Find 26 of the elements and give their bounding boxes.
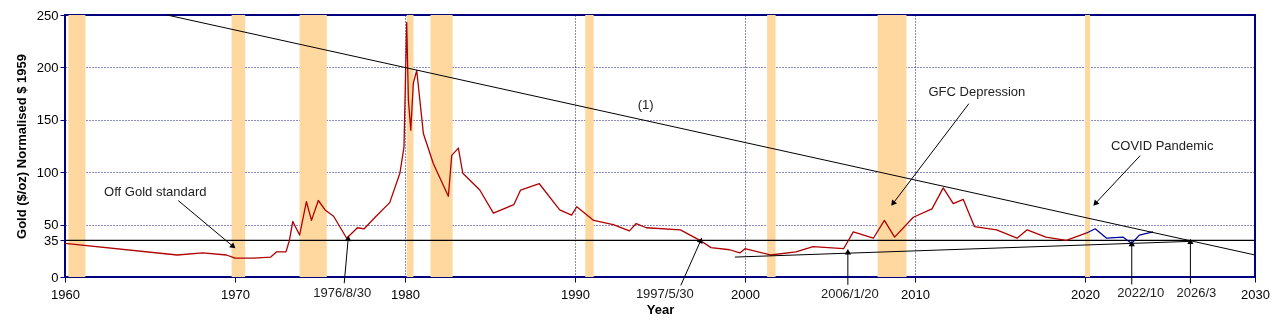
annotation: Off Gold standard [104, 183, 207, 199]
annotation: 2022/10 [1117, 285, 1165, 301]
x-axis-title: Year [646, 301, 675, 317]
annotation: 1976/8/30 [313, 285, 372, 301]
y-tick-label: 0 [51, 269, 59, 285]
annotation: COVID Pandemic [1110, 137, 1214, 153]
y-tick-label: 150 [36, 112, 59, 128]
series-label: (1) [637, 96, 654, 112]
y-tick-label: 250 [36, 7, 59, 23]
annotation: 2026/3 [1176, 285, 1217, 301]
y-tick-label: 200 [36, 59, 59, 75]
annotation: 1997/5/30 [635, 286, 694, 302]
y-tick-label: 35 [44, 232, 59, 248]
x-tick-label: 2030 [1241, 286, 1270, 302]
x-tick-label: 2000 [731, 286, 760, 302]
x-tick-label: 2020 [1071, 286, 1100, 302]
x-tick-label: 1960 [51, 286, 80, 302]
x-tick-label: 1970 [221, 286, 250, 302]
y-tick-label: 100 [36, 164, 59, 180]
x-tick-label: 1990 [561, 286, 590, 302]
x-tick-label: 2010 [901, 286, 930, 302]
annotation: 2006/1/20 [820, 285, 879, 301]
x-tick-label: 1980 [391, 286, 420, 302]
y-axis-title: Gold ($/oz) Normalised $ 1959 [13, 54, 29, 239]
annotation: GFC Depression [928, 83, 1026, 99]
y-tick-label: 50 [44, 217, 59, 233]
